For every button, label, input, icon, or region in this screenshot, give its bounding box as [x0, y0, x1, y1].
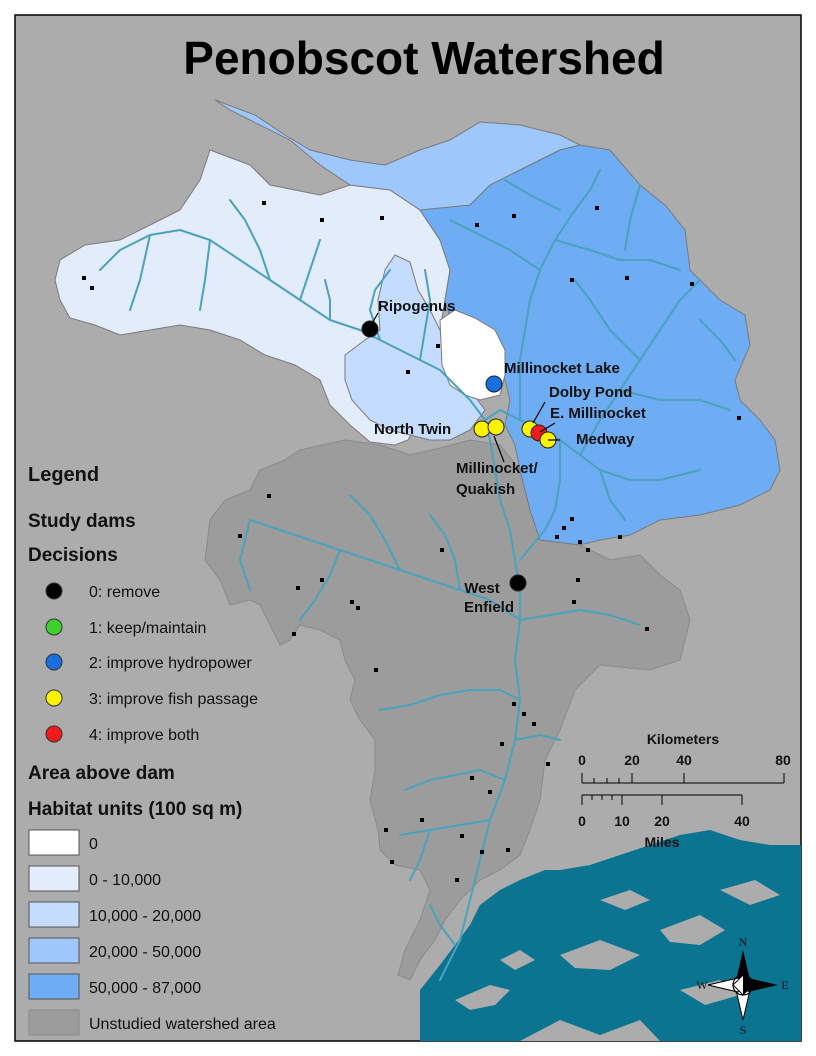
svg-text:80: 80 [775, 752, 791, 768]
dam-marker-ripogenus [361, 320, 379, 338]
dam-label-millinocket-quakish: Millinocket/Quakish [456, 460, 539, 498]
dam-marker-millinocket-quakish [487, 418, 505, 436]
svg-text:20,000 - 50,000: 20,000 - 50,000 [89, 944, 201, 961]
legend: Legend Study dams Decisions 0: remove 1:… [28, 464, 276, 1036]
legend-habitat-item-3: 20,000 - 50,000 [28, 937, 201, 964]
legend-habitat-heading: Habitat units (100 sq m) [28, 799, 242, 820]
legend-area-heading: Area above dam [28, 763, 175, 784]
svg-text:1: keep/maintain: 1: keep/maintain [89, 620, 206, 637]
dam-label-e-millinocket: E. Millinocket [550, 405, 646, 422]
svg-text:E: E [781, 978, 788, 992]
svg-text:50,000 - 87,000: 50,000 - 87,000 [89, 980, 201, 997]
svg-text:10: 10 [614, 813, 630, 829]
svg-text:0: 0 [578, 752, 586, 768]
svg-text:W: W [696, 978, 708, 992]
svg-text:0 - 10,000: 0 - 10,000 [89, 872, 161, 889]
legend-decision-item-0: 0: remove [45, 582, 160, 601]
legend-habitat-item-4: 50,000 - 87,000 [28, 973, 201, 1000]
legend-decision-item-1: 1: keep/maintain [45, 618, 206, 637]
svg-text:4: improve both: 4: improve both [89, 727, 199, 744]
dam-marker-west-enfield [509, 574, 527, 592]
svg-text:S: S [740, 1023, 747, 1037]
dam-label-north-twin: North Twin [374, 421, 451, 438]
small-dam-points [82, 201, 741, 882]
svg-text:40: 40 [676, 752, 692, 768]
dam-marker-north-twin [473, 420, 491, 438]
legend-title: Legend [28, 464, 99, 486]
legend-decision-item-4: 4: improve both [45, 725, 199, 744]
svg-text:2: improve hydropower: 2: improve hydropower [89, 655, 252, 672]
dam-label-millinocket-lake: Millinocket Lake [504, 360, 620, 377]
svg-text:0: remove: 0: remove [89, 584, 160, 601]
svg-text:Unstudied watershed area: Unstudied watershed area [89, 1016, 276, 1033]
svg-text:N: N [739, 935, 748, 949]
svg-text:0: 0 [89, 836, 98, 853]
legend-decision-item-2: 2: improve hydropower [45, 653, 252, 672]
dam-label-ripogenus: Ripogenus [378, 298, 456, 315]
dam-labels: Ripogenus Millinocket Lake Dolby Pond E.… [369, 298, 646, 616]
legend-habitat-item-5: Unstudied watershed area [28, 1009, 276, 1036]
legend-habitat-item-2: 10,000 - 20,000 [28, 901, 201, 928]
dam-label-west-enfield: West Enfield [464, 580, 514, 616]
svg-text:10,000 - 20,000: 10,000 - 20,000 [89, 908, 201, 925]
legend-habitat-item-1: 0 - 10,000 [28, 865, 161, 892]
dam-label-dolby-pond: Dolby Pond [549, 384, 632, 401]
scale-km-title: Kilometers [647, 731, 720, 747]
map-title: Penobscot Watershed [183, 32, 664, 84]
legend-habitat-item-0: 0 [28, 829, 98, 856]
unstudied-watershed-area [204, 439, 691, 981]
dam-label-medway: Medway [576, 431, 635, 448]
svg-text:40: 40 [734, 813, 750, 829]
legend-decision-item-3: 3: improve fish passage [45, 689, 258, 708]
svg-text:0: 0 [578, 813, 586, 829]
svg-text:3: improve fish passage: 3: improve fish passage [89, 691, 258, 708]
svg-text:20: 20 [624, 752, 640, 768]
legend-study-dams-heading: Study dams [28, 511, 136, 532]
scale-bar: Kilometers 0 20 40 80 0 10 20 40 Miles [578, 731, 791, 850]
north-arrow-icon: N S E W [696, 935, 788, 1037]
dam-marker-millinocket-lake [485, 375, 503, 393]
scale-miles-title: Miles [644, 834, 679, 850]
river-network [99, 169, 736, 981]
svg-text:20: 20 [654, 813, 670, 829]
legend-decisions-heading: Decisions [28, 545, 118, 566]
